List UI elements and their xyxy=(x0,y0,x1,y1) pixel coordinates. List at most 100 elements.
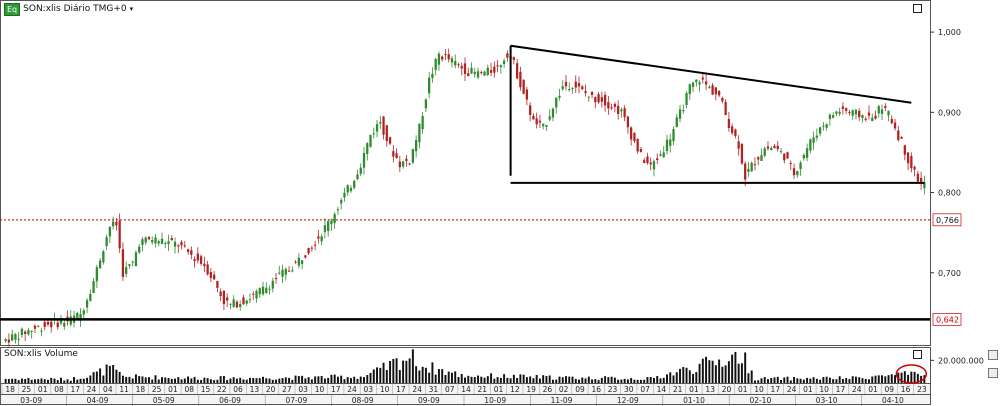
candle-body xyxy=(880,109,884,114)
candle-body xyxy=(502,60,506,65)
candle-body xyxy=(867,112,871,116)
candle-body xyxy=(564,81,568,87)
candle-body xyxy=(887,110,890,116)
candle-body xyxy=(209,271,213,278)
volume-bar xyxy=(789,380,792,383)
candle-body xyxy=(639,149,643,152)
volume-bar xyxy=(164,377,167,383)
volume-bar xyxy=(219,376,222,383)
x-tick-day: 23 xyxy=(917,385,927,394)
candle-body xyxy=(190,250,193,255)
y-tick-label: 0,800 xyxy=(938,189,961,198)
candle-body xyxy=(216,280,219,288)
candle-body xyxy=(695,79,698,83)
candle-body xyxy=(815,135,818,138)
volume-bar xyxy=(356,378,359,383)
volume-bar xyxy=(408,358,411,383)
candle-body xyxy=(721,98,724,102)
volume-bar xyxy=(418,370,421,383)
maximize-volume-panel-icon[interactable] xyxy=(913,350,922,359)
candle-body xyxy=(682,110,685,112)
candle-body xyxy=(809,139,812,151)
volume-bar xyxy=(200,379,203,383)
candle-body xyxy=(418,123,421,143)
volume-bar xyxy=(255,378,258,383)
volume-bar xyxy=(551,379,554,383)
volume-bar xyxy=(630,378,633,383)
candle-body xyxy=(727,118,731,129)
volume-bar xyxy=(102,375,105,383)
x-tick-day: 01 xyxy=(494,385,504,394)
volume-bar xyxy=(737,363,740,383)
volume-bar xyxy=(421,366,424,383)
volume-bar xyxy=(232,377,235,383)
candle-body xyxy=(845,108,848,111)
candle-body xyxy=(226,297,229,301)
candle-body xyxy=(854,109,858,115)
volume-bar xyxy=(73,377,76,383)
x-tick-month: 07-09 xyxy=(285,396,307,405)
support-price-label: 0,642 xyxy=(936,315,959,324)
candle-body xyxy=(633,132,636,142)
y-tick-label: 0,900 xyxy=(938,108,961,117)
volume-bar xyxy=(60,377,62,383)
candle-body xyxy=(649,162,652,165)
candle-body xyxy=(812,137,815,143)
candle-body xyxy=(760,155,763,161)
candle-body xyxy=(193,259,196,261)
x-tick-day: 01 xyxy=(38,385,48,394)
volume-bar xyxy=(180,379,183,383)
volume-bar xyxy=(809,378,812,383)
volume-bar xyxy=(317,376,320,383)
scroll-up-icon[interactable] xyxy=(988,350,998,360)
candle-body xyxy=(454,60,457,66)
volume-bar xyxy=(125,376,128,383)
candle-body xyxy=(822,125,825,127)
chart-title[interactable]: SON:xlis Diário TMG+0 xyxy=(23,4,127,14)
candle-body xyxy=(300,260,304,264)
volume-bar xyxy=(799,378,802,383)
candle-body xyxy=(864,118,867,120)
candle-body xyxy=(685,93,688,105)
plot-frame xyxy=(0,0,931,405)
candle-body xyxy=(548,116,551,120)
volume-bar xyxy=(851,376,854,383)
volume-bar xyxy=(910,371,913,383)
candle-body xyxy=(294,261,297,263)
chevron-down-icon[interactable]: ▾ xyxy=(129,5,134,13)
x-tick-day: 22 xyxy=(217,385,227,394)
maximize-price-panel-icon[interactable] xyxy=(913,4,922,13)
volume-bar xyxy=(734,351,737,383)
candle-body xyxy=(890,118,893,124)
candle-body xyxy=(343,192,346,198)
volume-bar xyxy=(773,377,776,383)
candle-body xyxy=(372,133,375,135)
candle-body xyxy=(63,322,66,327)
volume-bar xyxy=(659,378,662,383)
x-tick-month: 05-09 xyxy=(153,396,175,405)
volume-bar xyxy=(688,370,691,383)
candle-body xyxy=(463,63,467,75)
candle-body xyxy=(603,95,607,106)
volume-bar xyxy=(402,360,405,383)
volume-bar xyxy=(252,378,255,383)
equity-badge[interactable]: Eq xyxy=(4,2,21,16)
volume-bar xyxy=(154,375,157,383)
scroll-down-icon[interactable] xyxy=(988,368,998,378)
x-tick-day: 02 xyxy=(559,385,569,394)
candle-body xyxy=(287,270,291,272)
volume-bar xyxy=(920,375,923,383)
volume-bar xyxy=(848,379,851,383)
candle-body xyxy=(861,115,864,118)
volume-bar xyxy=(522,374,525,383)
volume-bar xyxy=(750,370,753,383)
candle-body xyxy=(486,67,489,75)
candle-body xyxy=(186,249,190,252)
overlays: 0,642 0,766 xyxy=(0,44,962,384)
candle-body xyxy=(877,106,880,114)
volume-bar xyxy=(626,379,629,383)
volume-bar xyxy=(894,375,897,383)
volume-bar xyxy=(24,379,27,383)
volume-bar xyxy=(727,361,730,383)
volume-bar xyxy=(43,379,46,383)
